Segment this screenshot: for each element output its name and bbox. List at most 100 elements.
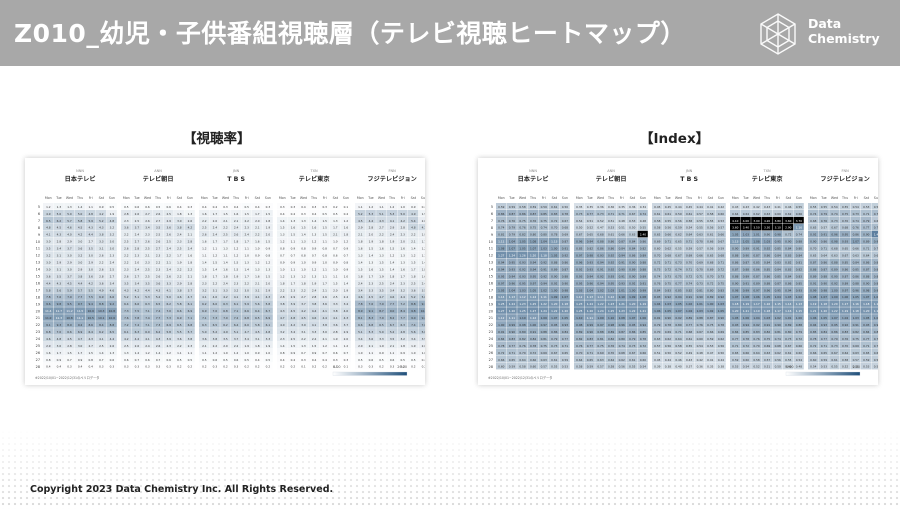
heatmap-cell	[96, 244, 107, 252]
heatmap-cell	[53, 321, 64, 328]
heatmap-cell	[85, 209, 96, 217]
cell-value-label: 4.9	[223, 330, 228, 334]
cell-value-label: 0.42	[697, 358, 703, 362]
heatmap-cell	[96, 300, 107, 307]
cell-value-label: 0.79	[654, 323, 660, 327]
day-label: Fri	[620, 196, 624, 200]
cell-value-label: 3.9	[301, 323, 306, 327]
heatmap-cell	[694, 209, 705, 217]
cell-value-label: 3.3	[333, 302, 338, 306]
heatmap-cell	[829, 328, 840, 335]
cell-value-label: 1.09	[551, 295, 557, 299]
cell-value-label: 1.00	[551, 288, 557, 292]
legend-min-label: 0.00	[786, 365, 794, 369]
cell-value-label: 2.3	[400, 233, 405, 237]
cell-value-label: 0.5	[244, 205, 249, 209]
cell-value-label: 0.70	[874, 344, 878, 348]
heatmap-cell	[43, 307, 54, 314]
cell-value-label: 2.3	[244, 226, 249, 230]
cell-value-label: 4.6	[358, 295, 363, 299]
cell-value-label: 1.3	[110, 351, 115, 355]
heatmap-cell	[308, 258, 319, 266]
heatmap-cell	[538, 216, 549, 224]
heatmap-cell	[861, 272, 872, 280]
heatmap-cell	[793, 307, 804, 314]
cell-value-label: 3.0	[67, 254, 72, 258]
cell-value-label: 3.60	[785, 219, 791, 223]
heatmap-cell	[783, 355, 794, 363]
cell-value-label: 0.82	[608, 337, 614, 341]
heatmap-cell	[517, 348, 528, 356]
cell-value-label: 1.9	[369, 240, 374, 244]
heatmap-cell	[277, 216, 288, 224]
heatmap-cell	[751, 321, 762, 328]
heatmap-cell	[106, 216, 117, 224]
heatmap-cell	[605, 355, 616, 363]
cell-value-label: 1.22	[597, 302, 603, 306]
cell-value-label: 0.99	[640, 288, 646, 292]
heatmap-cell	[174, 355, 185, 363]
cell-value-label: 0.81	[697, 288, 703, 292]
heatmap-cell	[559, 216, 570, 224]
cell-value-label: 1.18	[821, 302, 827, 306]
cell-value-label: 0.84	[785, 247, 791, 251]
heatmap-cell	[637, 328, 648, 335]
heatmap-cell	[53, 216, 64, 224]
cell-value-label: 0.65	[821, 351, 827, 355]
heatmap-cell	[761, 286, 772, 293]
heatmap-cell	[142, 362, 153, 370]
heatmap-cell	[538, 223, 549, 231]
cell-value-label: 4.4	[145, 288, 150, 292]
cell-value-label: 2.8	[124, 212, 129, 216]
cell-value-label: 2.4	[213, 233, 218, 237]
cell-value-label: 7.8	[358, 302, 363, 306]
cell-value-label: 0.87	[732, 267, 738, 271]
heatmap-cell	[319, 314, 330, 321]
cell-value-label: 0.93	[509, 267, 515, 271]
cell-value-label: 1.25	[576, 309, 582, 313]
cell-value-label: 2.8	[99, 274, 104, 278]
cell-value-label: 2.3	[166, 344, 171, 348]
cell-value-label: 1.4	[280, 219, 285, 223]
heatmap-cell	[549, 203, 560, 210]
cell-value-label: 0.55	[665, 219, 671, 223]
heatmap-cell	[829, 203, 840, 210]
heatmap-cell	[730, 279, 741, 286]
heatmap-cell	[694, 321, 705, 328]
cell-value-label: 0.2	[280, 365, 285, 369]
heatmap-cell	[220, 272, 231, 280]
company-logo: Data Chemistry	[756, 10, 886, 56]
cell-value-label: 0.63	[541, 358, 547, 362]
heatmap-cell	[220, 216, 231, 224]
heatmap-cell	[163, 272, 174, 280]
heatmap-cell	[772, 335, 783, 342]
heatmap-cell	[262, 209, 273, 217]
heatmap-cell	[829, 362, 840, 370]
cell-value-label: 1.00	[498, 323, 504, 327]
cell-value-label: 0.86	[640, 240, 646, 244]
cell-value-label: 0.65	[842, 247, 848, 251]
heatmap-cell	[818, 244, 829, 252]
cell-value-label: 0.84	[775, 254, 781, 258]
heatmap-cell	[418, 279, 425, 286]
heatmap-cell	[287, 223, 298, 231]
cell-value-label: 0.97	[541, 323, 547, 327]
heatmap-cell	[496, 244, 507, 252]
heatmap-cell	[595, 286, 606, 293]
cell-value-label: 0.88	[697, 316, 703, 320]
heatmap-cell	[506, 230, 517, 238]
heatmap-cell	[220, 328, 231, 335]
cell-value-label: 3.80	[775, 219, 781, 223]
cell-value-label: 6.0	[145, 330, 150, 334]
heatmap-cell	[64, 300, 75, 307]
heatmap-cell	[209, 300, 220, 307]
heatmap-cell	[694, 279, 705, 286]
cell-value-label: 3.8	[99, 233, 104, 237]
heatmap-cell	[559, 230, 570, 238]
heatmap-cell	[74, 328, 85, 335]
cell-value-label: 1.02	[686, 302, 692, 306]
cell-value-label: 2.0	[266, 233, 271, 237]
cell-value-label: 0.94	[785, 288, 791, 292]
cell-value-label: 0.77	[587, 212, 593, 216]
